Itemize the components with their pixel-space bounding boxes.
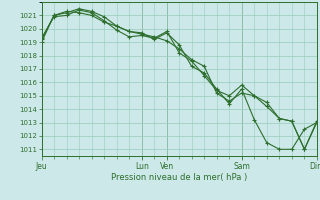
X-axis label: Pression niveau de la mer( hPa ): Pression niveau de la mer( hPa ) xyxy=(111,173,247,182)
